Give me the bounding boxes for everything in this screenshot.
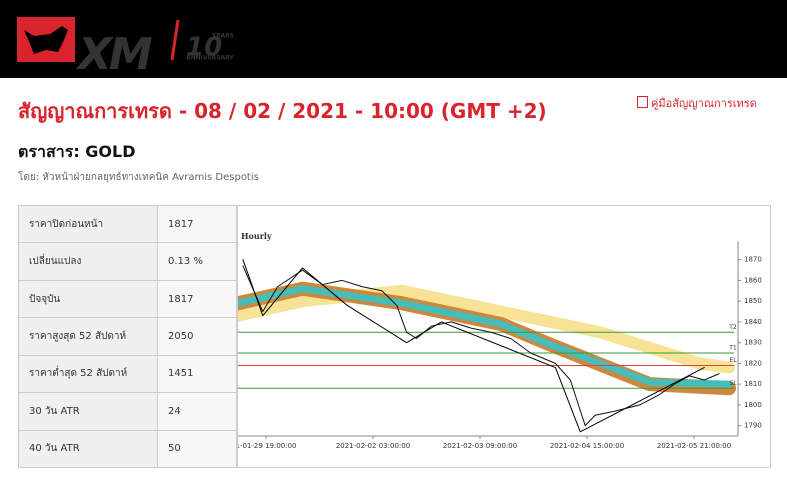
guide-link[interactable]: คู่มือสัญญาณการเทรด bbox=[637, 94, 757, 112]
table-row: ราคาสูงสุด 52 สัปดาห์ 2050 bbox=[18, 317, 237, 356]
author: โดย: หัวหน้าฝ่ายกลยุทธ์ทางเทคนิค Avramis… bbox=[18, 172, 259, 183]
table-row: ปัจจุบัน 1817 bbox=[18, 279, 237, 319]
y-tick-label: 1820 bbox=[744, 359, 762, 367]
band bbox=[232, 284, 736, 374]
cell-label: ราคาต่ำสุด 52 สัปดาห์ bbox=[18, 354, 158, 394]
cell-label: เปลี่ยนแปลง bbox=[18, 242, 158, 281]
cell-value: 0.13 % bbox=[157, 242, 237, 281]
cell-value: 1817 bbox=[157, 204, 237, 244]
x-tick-label: 2021-02-03 09:00:00 bbox=[443, 442, 517, 450]
cell-label: ราคาปิดก่อนหน้า bbox=[18, 204, 158, 244]
level-label: EL bbox=[729, 357, 737, 364]
anniv-number: 10 bbox=[186, 33, 222, 63]
chart-frame: Hourly 1790 1800 1810 1820 1830 1840 1850 1860 1… bbox=[231, 205, 771, 468]
x-tick-label: 1-01-29 19:00:00 bbox=[238, 442, 296, 450]
table-row: ราคาต่ำสุด 52 สัปดาห์ 1451 bbox=[18, 354, 237, 394]
price-line bbox=[242, 265, 720, 427]
table-row: 30 วัน ATR 24 bbox=[18, 392, 237, 431]
cell-value: 50 bbox=[157, 429, 237, 469]
y-tick-label: 1800 bbox=[744, 401, 762, 409]
y-tick-label: 1850 bbox=[744, 297, 762, 305]
page-title: สัญญาณการเทรด - 08 / 02 / 2021 - 10:00 (… bbox=[18, 99, 547, 123]
logo-bull bbox=[24, 26, 68, 54]
y-tick-label: 1790 bbox=[744, 422, 762, 430]
cell-value: 2050 bbox=[157, 317, 237, 356]
y-tick-label: 1830 bbox=[744, 339, 762, 347]
y-tick-label: 1870 bbox=[744, 256, 762, 264]
guide-text[interactable]: คู่มือสัญญาณการเทรด bbox=[651, 97, 757, 110]
chart: Hourly 1790 1800 1810 1820 1830 1840 1850 1860 1… bbox=[231, 231, 762, 450]
logo: XM 10 YEARS ANNIVERSARY bbox=[17, 17, 235, 78]
x-tick-label: 2021-02-05 21:00:00 bbox=[657, 442, 731, 450]
header-bar: XM 10 YEARS ANNIVERSARY bbox=[0, 0, 787, 78]
level-label: T2 bbox=[728, 324, 737, 331]
table-row: ราคาปิดก่อนหน้า 1817 bbox=[18, 204, 237, 244]
x-tick-label: 2021-02-04 15:00:00 bbox=[550, 442, 624, 450]
price-line bbox=[242, 259, 705, 433]
stats-table: ราคาปิดก่อนหน้า 1817 เปลี่ยนแปลง 0.13 % ปัจจ… bbox=[18, 204, 237, 469]
y-tick-label: 1840 bbox=[744, 318, 762, 326]
pdf-icon bbox=[637, 96, 648, 108]
y-tick-label: 1810 bbox=[744, 380, 762, 388]
logo-divider bbox=[170, 19, 180, 61]
chart-title: Hourly bbox=[241, 231, 272, 241]
cell-label: ราคาสูงสุด 52 สัปดาห์ bbox=[18, 317, 158, 356]
cell-value: 1817 bbox=[157, 279, 237, 319]
cell-label: 40 วัน ATR bbox=[18, 429, 158, 469]
level-label: T1 bbox=[728, 345, 737, 352]
cell-value: 24 bbox=[157, 392, 237, 431]
x-tick-label: 2021-02-02 03:00:00 bbox=[336, 442, 410, 450]
table-row: 40 วัน ATR 50 bbox=[18, 429, 237, 469]
cell-value: 1451 bbox=[157, 354, 237, 394]
logo-text: XM bbox=[75, 29, 152, 78]
cell-label: 30 วัน ATR bbox=[18, 392, 158, 431]
y-tick-label: 1860 bbox=[744, 276, 762, 284]
anniv-years: YEARS bbox=[211, 33, 234, 40]
table-row: เปลี่ยนแปลง 0.13 % bbox=[18, 242, 237, 281]
cell-label: ปัจจุบัน bbox=[18, 279, 158, 319]
level-label: SL bbox=[729, 380, 737, 387]
instrument: ตราสาร: GOLD bbox=[18, 142, 136, 161]
band bbox=[234, 285, 733, 388]
anniv-word: ANNIVERSARY bbox=[186, 55, 235, 62]
